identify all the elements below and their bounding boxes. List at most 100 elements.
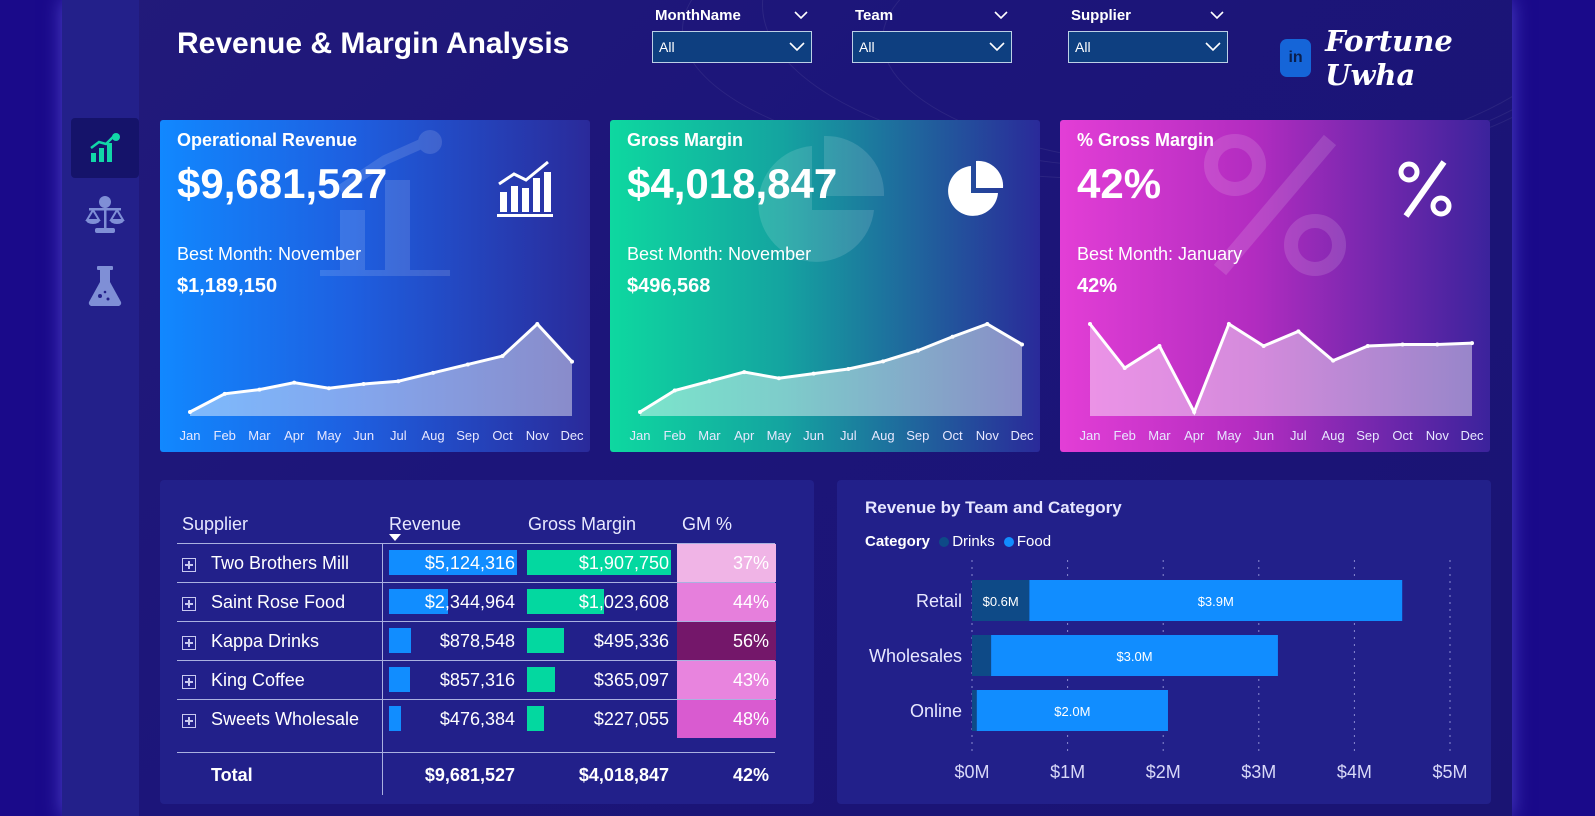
table-row[interactable]: Sweets Wholesale $476,384 $227,055 48% — [177, 699, 776, 738]
kpi-card-gm-percent: % Gross Margin 42% Best Month: January 4… — [1060, 120, 1490, 452]
slicer-team[interactable]: Team All — [852, 6, 1012, 63]
trend-point[interactable] — [1470, 341, 1474, 346]
chevron-down-icon — [789, 42, 805, 52]
trend-point[interactable] — [188, 410, 192, 414]
month-tick-label: Jun — [803, 428, 824, 443]
x-tick-label: $1M — [1050, 762, 1085, 782]
trend-point[interactable] — [776, 376, 781, 381]
month-tick-label: Apr — [284, 428, 305, 443]
total-label: Total — [211, 765, 253, 785]
category-label: Online — [910, 701, 962, 721]
trend-point[interactable] — [742, 370, 747, 375]
total-gross-margin: $4,018,847 — [578, 765, 669, 785]
revenue-value: $857,316 — [439, 670, 515, 690]
gm-percent-cell — [677, 583, 776, 621]
legend-item-drinks[interactable]: Drinks — [939, 533, 995, 550]
bar-food[interactable] — [1029, 580, 1403, 621]
bar-drinks[interactable] — [972, 580, 1030, 621]
trend-point[interactable] — [950, 334, 955, 339]
nav-revenue-page[interactable] — [71, 118, 139, 178]
trend-point[interactable] — [396, 379, 401, 384]
trend-line — [639, 322, 1023, 414]
month-tick-label: Nov — [1426, 428, 1450, 443]
trend-point[interactable] — [846, 367, 851, 372]
expand-row-icon[interactable] — [182, 558, 196, 572]
table-row[interactable]: Kappa Drinks $878,548 $495,336 56% — [177, 621, 776, 660]
column-header-revenue[interactable]: Revenue — [389, 514, 462, 534]
table-row[interactable]: Two Brothers Mill $5,124,316 $1,907,750 37% — [177, 543, 776, 582]
nav-analysis-page[interactable] — [71, 256, 139, 316]
trend-point[interactable] — [1157, 344, 1162, 348]
trend-point[interactable] — [915, 348, 920, 353]
bar-drinks[interactable] — [972, 690, 977, 731]
trend-point[interactable] — [1226, 322, 1231, 326]
trend-point[interactable] — [1261, 344, 1266, 348]
brand: in Fortune Uwha — [1280, 24, 1512, 92]
slicer-dropdown[interactable]: All — [1068, 31, 1228, 63]
nav-margin-page[interactable] — [71, 186, 139, 246]
kpi-best-value: $496,568 — [627, 275, 711, 297]
trend-point[interactable] — [1088, 322, 1092, 326]
legend-item-food[interactable]: Food — [1003, 533, 1051, 550]
trend-point[interactable] — [1192, 410, 1197, 414]
month-tick-label: May — [767, 428, 792, 443]
trend-point[interactable] — [1122, 366, 1127, 370]
trend-point[interactable] — [535, 322, 540, 326]
trend-point[interactable] — [326, 386, 331, 391]
trend-point[interactable] — [257, 387, 262, 392]
total-revenue: $9,681,527 — [424, 765, 515, 785]
expand-row-icon[interactable] — [182, 714, 196, 728]
supplier-table: Supplier Revenue Gross Margin GM % Two B… — [160, 480, 814, 804]
bar-food[interactable] — [991, 635, 1278, 676]
trend-point[interactable] — [570, 359, 574, 364]
bar-food[interactable] — [976, 690, 1168, 731]
chevron-down-icon[interactable] — [794, 10, 808, 20]
trend-point[interactable] — [1331, 358, 1336, 363]
chevron-down-icon[interactable] — [994, 10, 1008, 20]
bar-drinks[interactable] — [972, 635, 992, 676]
month-tick-label: Jan — [630, 428, 651, 443]
trend-point[interactable] — [500, 354, 505, 359]
column-header-gm-percent[interactable]: GM % — [682, 514, 733, 534]
column-header-gross-margin[interactable]: Gross Margin — [528, 514, 637, 534]
gm-percent-cell — [677, 622, 776, 660]
category-label: Retail — [916, 591, 962, 611]
trend-point[interactable] — [361, 382, 366, 387]
table-row[interactable]: Saint Rose Food $2,344,964 $1,023,608 44% — [177, 582, 776, 621]
expand-row-icon[interactable] — [182, 675, 196, 689]
linkedin-icon[interactable]: in — [1280, 39, 1312, 77]
revenue-bar — [389, 628, 411, 653]
sort-descending-icon[interactable] — [389, 534, 401, 542]
trend-point[interactable] — [465, 362, 470, 367]
trend-point[interactable] — [672, 388, 677, 393]
month-tick-label: Dec — [560, 428, 584, 443]
supplier-name: Kappa Drinks — [211, 631, 320, 651]
chevron-down-icon[interactable] — [1210, 10, 1224, 20]
revenue-bar — [389, 550, 517, 575]
month-tick-label: Jul — [1290, 428, 1307, 443]
trend-point[interactable] — [292, 380, 297, 385]
slicer-label: Supplier — [1071, 6, 1132, 24]
slicer-dropdown[interactable]: All — [852, 31, 1012, 63]
trend-point[interactable] — [881, 359, 886, 364]
slicer-dropdown[interactable]: All — [652, 31, 812, 63]
kpi-best-month: Best Month: November — [627, 244, 812, 264]
trend-point[interactable] — [638, 410, 642, 414]
slicer-monthname[interactable]: MonthName All — [652, 6, 812, 63]
trend-point[interactable] — [1400, 342, 1405, 347]
trend-point[interactable] — [707, 379, 712, 384]
trend-point[interactable] — [1020, 342, 1024, 347]
trend-point[interactable] — [431, 370, 436, 375]
table-row[interactable]: King Coffee $857,316 $365,097 43% — [177, 660, 776, 699]
trend-point[interactable] — [985, 322, 990, 326]
chart-growth-icon — [320, 130, 450, 276]
column-header-supplier[interactable]: Supplier — [182, 514, 249, 534]
trend-point[interactable] — [1435, 342, 1440, 347]
expand-row-icon[interactable] — [182, 597, 196, 611]
trend-point[interactable] — [1365, 344, 1370, 348]
trend-point[interactable] — [222, 391, 227, 396]
slicer-supplier[interactable]: Supplier All — [1068, 6, 1228, 63]
trend-point[interactable] — [811, 371, 816, 376]
trend-point[interactable] — [1296, 329, 1301, 334]
expand-row-icon[interactable] — [182, 636, 196, 650]
